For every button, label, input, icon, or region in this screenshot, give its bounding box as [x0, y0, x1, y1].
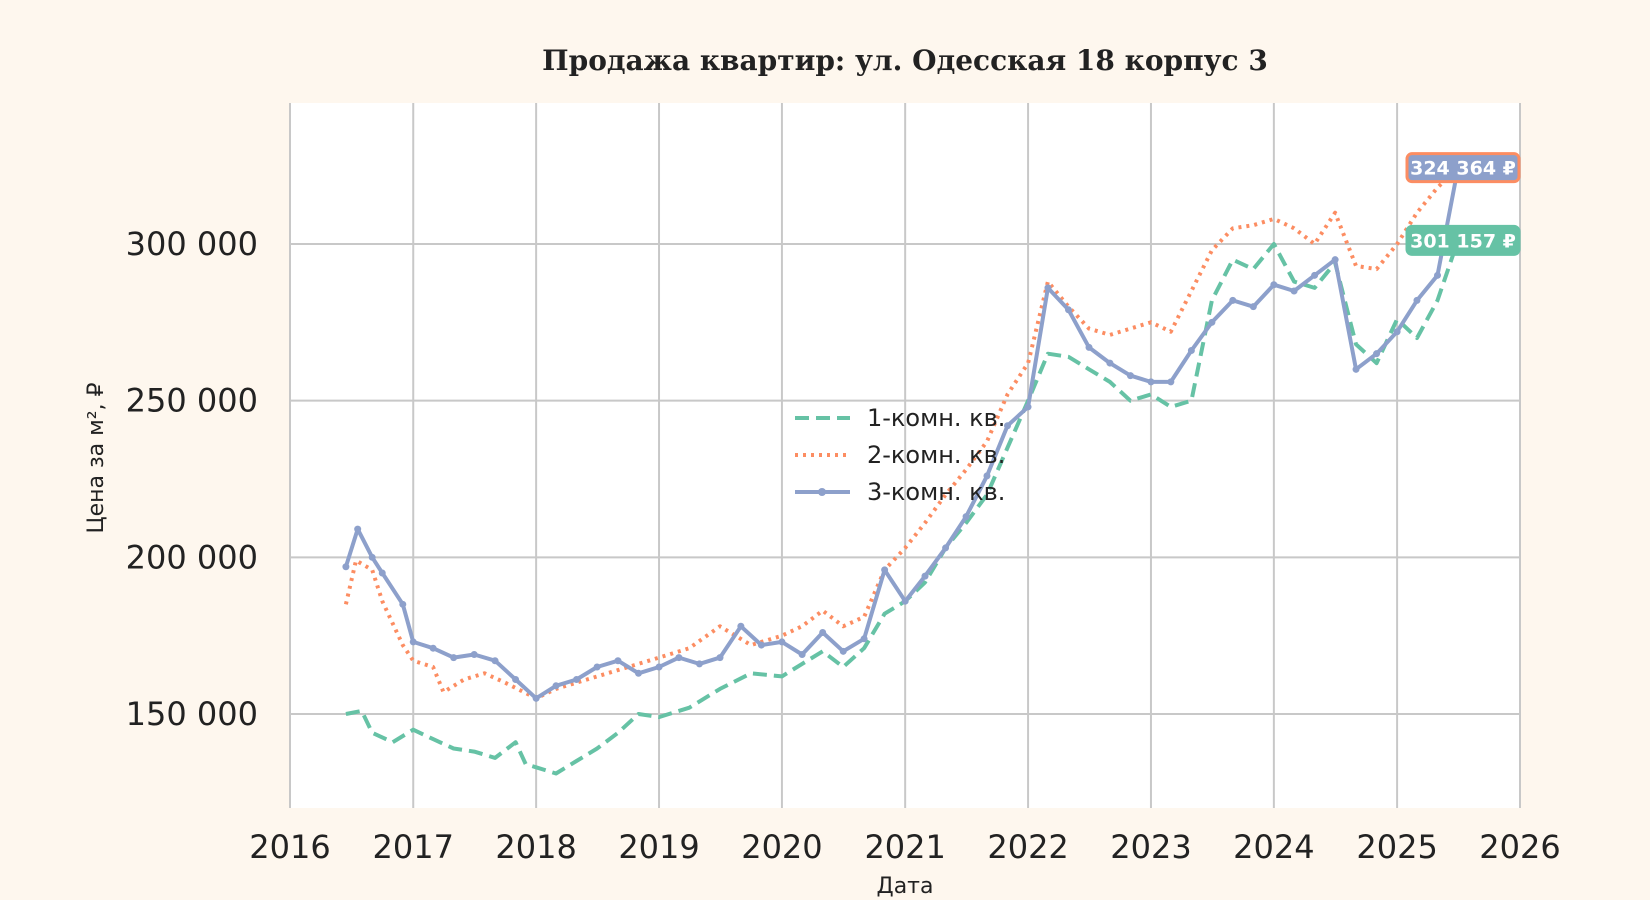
series-marker [1106, 359, 1114, 367]
series-marker [368, 553, 376, 561]
legend-label: 2-комн. кв. [867, 441, 1005, 469]
value-badge-label: 324 364 ₽ [1410, 158, 1516, 180]
end-value-badges: 324 364 ₽ 301 157 ₽ [1405, 152, 1521, 256]
series-marker [1311, 271, 1319, 279]
series-marker [1187, 347, 1195, 355]
series-marker [901, 597, 909, 605]
series-marker [573, 676, 581, 684]
x-tick-label: 2019 [618, 828, 699, 866]
series-marker [342, 563, 350, 571]
series-marker [354, 525, 362, 533]
legend-label: 1-комн. кв. [867, 404, 1005, 432]
x-tick-label: 2026 [1479, 828, 1560, 866]
series-marker [1434, 271, 1442, 279]
series-marker [675, 654, 683, 662]
series-marker [1167, 378, 1175, 386]
series-marker [1024, 403, 1032, 411]
x-tick-label: 2020 [741, 828, 822, 866]
series-marker [942, 544, 950, 552]
series-marker [655, 663, 663, 671]
series-marker [399, 600, 407, 608]
x-tick-label: 2025 [1356, 828, 1437, 866]
series-marker [839, 647, 847, 655]
series-marker [1290, 287, 1298, 295]
series-marker [1270, 281, 1278, 289]
legend-marker [818, 488, 826, 496]
series-marker [450, 654, 458, 662]
y-tick-label: 300 000 [126, 225, 258, 263]
x-tick-label: 2016 [249, 828, 330, 866]
x-tick-label: 2022 [987, 828, 1068, 866]
series-marker [512, 676, 520, 684]
value-badge [1405, 224, 1521, 256]
series-marker [1229, 296, 1237, 304]
series-marker [378, 569, 386, 577]
series-marker [1352, 365, 1360, 373]
series-marker [491, 657, 499, 665]
y-axis-label: Цена за м², ₽ [84, 382, 109, 533]
x-tick-label: 2017 [373, 828, 454, 866]
x-tick-label: 2018 [495, 828, 576, 866]
series-lines [342, 164, 1462, 776]
series-marker [593, 663, 601, 671]
series-marker [1064, 306, 1072, 314]
value-badge-label: 301 157 ₽ [1410, 230, 1516, 252]
series-marker [1044, 284, 1052, 292]
legend-label: 3-комн. кв. [867, 478, 1005, 506]
series-line-2 [343, 166, 1460, 701]
series-marker [819, 629, 827, 637]
value-badge [1405, 152, 1521, 184]
series-marker [1004, 422, 1012, 430]
series-marker [634, 669, 642, 677]
series-marker [429, 644, 437, 652]
series-marker [1126, 372, 1134, 380]
series-marker [1085, 343, 1093, 351]
series-marker [1393, 328, 1401, 336]
y-tick-label: 150 000 [126, 695, 258, 733]
series-marker [757, 641, 765, 649]
series-marker [860, 635, 868, 643]
series-marker [695, 660, 703, 668]
series-marker [737, 622, 745, 630]
series-marker [962, 513, 970, 521]
x-axis-label: Дата [877, 874, 934, 899]
series-marker [716, 654, 724, 662]
series-marker [1249, 303, 1257, 311]
y-tick-label: 200 000 [126, 538, 258, 576]
series-marker [1208, 318, 1216, 326]
axis-ticks: 2016 2017 2018 2019 2020 2021 2022 2023 2024 2025… [126, 225, 1561, 866]
grid [289, 103, 1521, 808]
series-marker [470, 650, 478, 658]
series-marker [532, 694, 540, 702]
series-marker [1373, 350, 1381, 358]
y-tick-label: 250 000 [126, 382, 258, 420]
series-marker [1331, 256, 1339, 264]
series-marker [881, 566, 889, 574]
series-marker [778, 638, 786, 646]
series-marker [1147, 378, 1155, 386]
series-marker [552, 682, 560, 690]
series-marker [798, 650, 806, 658]
x-tick-label: 2024 [1233, 828, 1314, 866]
chart-title: Продажа квартир: ул. Одесская 18 корпус … [542, 44, 1268, 77]
series-marker [921, 572, 929, 580]
series-marker [614, 657, 622, 665]
series-marker [983, 472, 991, 480]
x-tick-label: 2023 [1110, 828, 1191, 866]
series-marker [409, 638, 417, 646]
series-marker [1413, 296, 1421, 304]
legend: 1-комн. кв. 2-комн. кв. 3-комн. кв. [795, 404, 1005, 506]
x-tick-label: 2021 [864, 828, 945, 866]
